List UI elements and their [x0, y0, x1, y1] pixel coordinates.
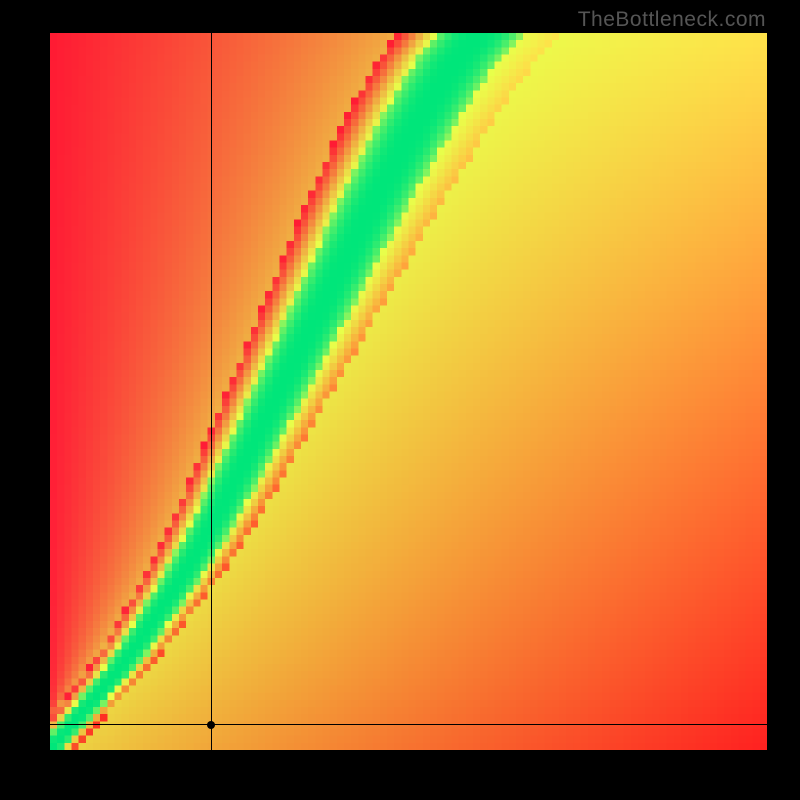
- heatmap-canvas: [50, 33, 767, 750]
- heatmap-plot: [50, 33, 767, 750]
- crosshair-vertical: [211, 33, 212, 750]
- chart-container: TheBottleneck.com: [0, 0, 800, 800]
- crosshair-horizontal: [50, 724, 767, 725]
- watermark-label: TheBottleneck.com: [578, 8, 766, 32]
